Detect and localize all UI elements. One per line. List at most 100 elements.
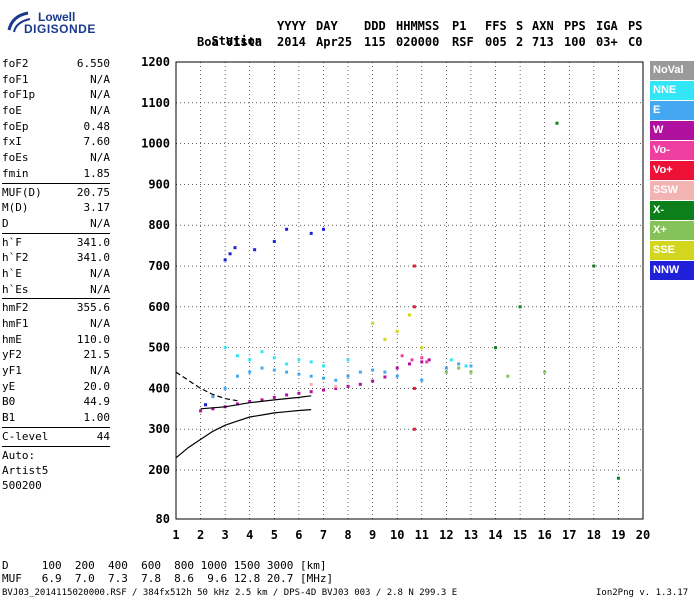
data-point-sse	[383, 337, 387, 341]
param-row: MUF(D) 20.75	[2, 185, 110, 201]
data-point-e	[358, 370, 362, 374]
param-label: B1	[2, 411, 16, 425]
param-label: foE	[2, 104, 22, 118]
param-row: D N/A	[2, 216, 110, 232]
header-labels: Station	[197, 19, 262, 49]
dashed-curve	[175, 371, 238, 402]
y-tick-label: 300	[148, 422, 170, 436]
hdr-label-axn: AXN	[532, 19, 554, 33]
x-tick-label: 17	[562, 528, 576, 542]
logo-line2: DIGISONDE	[24, 22, 96, 36]
param-label: hmF2	[2, 301, 29, 315]
data-point-w	[272, 395, 276, 399]
param-separator	[2, 182, 110, 184]
data-point-nnw	[253, 248, 257, 252]
y-tick-label: 1100	[141, 96, 170, 110]
param-label: D	[2, 216, 9, 230]
data-point-vo-	[412, 264, 416, 268]
param-label: fxI	[2, 135, 22, 149]
param-value: N/A	[90, 72, 110, 86]
param-row: foF1p N/A	[2, 87, 110, 103]
footer-file-info: BVJ03_2014115020000.RSF / 384fx512h 50 k…	[2, 588, 458, 598]
note-line: Artist5	[2, 463, 49, 477]
data-point-vo-	[425, 360, 429, 364]
data-point-nne	[235, 354, 239, 358]
data-point-e	[321, 376, 325, 380]
data-point-nne	[260, 350, 264, 354]
param-label: yF2	[2, 348, 22, 362]
data-point-nnw	[223, 258, 227, 262]
hdr-value-axn: 713	[532, 35, 554, 49]
hdr-value-iga: 03+	[596, 35, 618, 49]
param-label: foEp	[2, 119, 29, 133]
param-value: N/A	[90, 317, 110, 330]
data-point-e	[371, 368, 375, 372]
data-point-w	[383, 375, 387, 379]
param-label: hmE	[2, 332, 22, 346]
hdr-label-iga: IGA	[596, 19, 618, 33]
ionogram-chart: 1 2 3 4 5 6 7 8 9 10 11 12 13 14 15 16 17 18 19 20802003004…	[141, 55, 650, 542]
param-value: N/A	[90, 266, 110, 280]
data-point-vo-	[412, 305, 416, 309]
data-point-w	[371, 379, 375, 383]
data-point-e	[260, 366, 264, 370]
param-row: hmE 110.0	[2, 332, 110, 348]
hdr-value-ddd: 115	[364, 35, 386, 49]
data-point-nnw	[272, 240, 276, 244]
logo-line1: Lowell	[38, 10, 76, 24]
data-point-e	[285, 370, 289, 374]
data-point-nnw	[233, 246, 237, 250]
param-value: N/A	[90, 364, 110, 378]
data-point-x-	[592, 264, 596, 268]
hdr-label-yyyy: YYYY	[277, 19, 306, 33]
data-point-nne	[321, 364, 325, 368]
param-value: 7.60	[83, 135, 111, 149]
data-point-nnw	[285, 227, 289, 231]
hdr-label-p1: P1	[452, 19, 467, 33]
data-point-vo-	[410, 358, 414, 362]
param-label: h`E	[2, 266, 22, 280]
hdr-label-ps: PS	[628, 19, 643, 33]
param-label: C-level	[2, 429, 49, 443]
x-tick-label: 5	[271, 528, 278, 542]
legend-item-nne: NNE	[650, 81, 694, 100]
param-row: C-level 44	[2, 429, 110, 445]
data-point-w	[395, 366, 399, 370]
hdr-value-p1: RSF	[452, 35, 474, 49]
data-point-nnw	[203, 403, 207, 407]
legend-item-vo-: Vo+	[650, 161, 694, 180]
param-label: B0	[2, 395, 16, 409]
param-value: 110.0	[76, 332, 110, 346]
param-row: h`E N/A	[2, 266, 110, 282]
param-label: h`F	[2, 235, 22, 249]
data-point-x-	[616, 476, 620, 480]
data-point-nne	[248, 358, 252, 362]
hdr-label-ffs: FFS	[485, 19, 507, 33]
data-point-x-	[543, 370, 547, 374]
param-row: foF2 6.550	[2, 56, 110, 72]
param-label: M(D)	[2, 201, 29, 215]
param-row: foE N/A	[2, 103, 110, 119]
x-tick-label: 7	[320, 528, 327, 542]
data-point-x-	[494, 346, 498, 350]
x-tick-label: 9	[369, 528, 376, 542]
x-tick-label: 20	[636, 528, 650, 542]
data-point-e	[444, 366, 448, 370]
parameter-panel: foF2 6.550 foF1 N/A foF1p N/A foE N/A foEp 0.48 fx…	[2, 56, 110, 493]
param-label: h`Es	[2, 282, 29, 296]
hdr-value-station: Boa Vista	[197, 35, 263, 49]
y-tick-label: 500	[148, 341, 170, 355]
legend-item-w: W	[650, 121, 694, 140]
x-tick-label: 12	[439, 528, 453, 542]
x-tick-label: 15	[513, 528, 527, 542]
y-tick-label: 900	[148, 177, 170, 191]
data-point-w	[235, 402, 239, 406]
param-row: h`Es N/A	[2, 282, 110, 298]
data-point-sse	[371, 321, 375, 325]
profile-curve	[175, 409, 312, 459]
data-point-vo-	[412, 427, 416, 431]
data-point-w	[321, 388, 325, 392]
param-value: N/A	[90, 104, 110, 118]
param-row: yF2 21.5	[2, 347, 110, 363]
legend-item-nnw: NNW	[650, 261, 694, 280]
